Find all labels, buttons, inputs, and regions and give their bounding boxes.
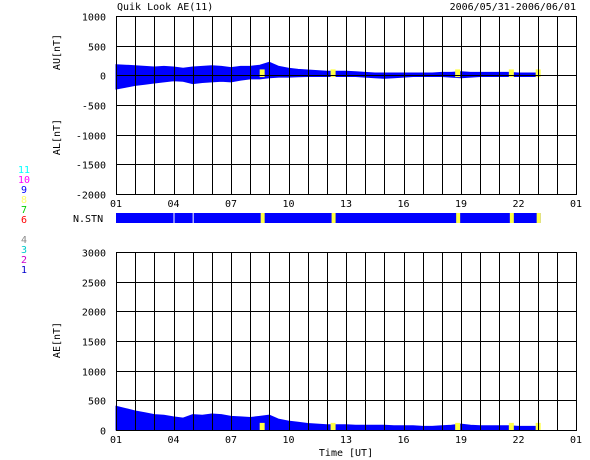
x-tick-label: 04 xyxy=(167,199,179,210)
station-legend-label: 1 xyxy=(21,265,27,276)
y-tick-label: 2000 xyxy=(82,308,106,319)
data-gap-marker xyxy=(508,422,514,430)
station-gap-marker xyxy=(536,213,541,223)
x-tick-label: 16 xyxy=(397,199,409,210)
y-tick-label: 500 xyxy=(88,43,106,54)
station-legend-label: 7 xyxy=(21,205,27,216)
station-legend-label: 11 xyxy=(18,165,30,176)
x-tick-label: 13 xyxy=(340,199,352,210)
y-tick-label: -1500 xyxy=(76,161,106,172)
x-tick-label: 22 xyxy=(512,199,524,210)
station-legend-label: 8 xyxy=(21,195,27,206)
x-tick-label: 04 xyxy=(167,435,179,446)
station-gap-marker xyxy=(509,213,514,223)
y-tick-label: 1500 xyxy=(82,338,106,349)
x-tick-label: 01 xyxy=(110,199,122,210)
x-tick-label: 01 xyxy=(110,435,122,446)
data-gap-marker xyxy=(259,69,265,78)
au-axis-label: AU[nT] xyxy=(52,34,63,70)
au-al-frame xyxy=(116,16,577,195)
x-tick-label: 01 xyxy=(570,435,582,446)
x-tick-label: 10 xyxy=(282,199,294,210)
au-al-panel: 1000 500 0 -500 -1000 -1500 -2000 AU[nT] AL[nT] 0… xyxy=(52,13,582,211)
station-count-divider xyxy=(192,213,194,223)
data-gap-marker xyxy=(455,422,461,430)
x-tick-label: 10 xyxy=(282,435,294,446)
station-axis-label: N.STN xyxy=(73,214,103,225)
y-tick-label: -500 xyxy=(82,102,106,113)
x-tick-label: 13 xyxy=(340,435,352,446)
ae-axis-label: AE[nT] xyxy=(52,322,63,358)
station-legend-label: 3 xyxy=(21,245,27,256)
x-axis-label: Time [UT] xyxy=(319,448,373,459)
station-count-bar xyxy=(116,213,541,223)
station-legend-label: 2 xyxy=(21,255,27,266)
station-count-divider xyxy=(173,213,175,223)
y-tick-label: 1000 xyxy=(82,368,106,379)
y-tick-label: -1000 xyxy=(76,132,106,143)
x-tick-label: 07 xyxy=(225,435,237,446)
ae-panel: 3000 2500 2000 1500 1000 500 0 AE[nT] 01 04 07 10 13… xyxy=(52,249,582,460)
station-gap-marker xyxy=(331,213,336,223)
station-legend-label: 9 xyxy=(21,185,27,196)
x-tick-label: 01 xyxy=(570,199,582,210)
y-tick-label: 2500 xyxy=(82,279,106,290)
y-tick-label: 1000 xyxy=(82,13,106,24)
data-gap-marker xyxy=(455,69,461,78)
data-gap-marker xyxy=(259,422,265,430)
x-tick-label: 22 xyxy=(512,435,524,446)
data-gap-marker xyxy=(330,422,336,430)
ae-data-area xyxy=(115,405,539,431)
y-tick-label: 3000 xyxy=(82,249,106,260)
x-tick-label: 19 xyxy=(455,435,467,446)
station-legend-label: 10 xyxy=(18,175,30,186)
data-gap-marker xyxy=(508,69,514,78)
y-tick-label: 0 xyxy=(100,427,106,438)
x-tick-label: 19 xyxy=(455,199,467,210)
ae-frame xyxy=(116,252,577,431)
y-tick-label: 0 xyxy=(100,72,106,83)
y-tick-label: -2000 xyxy=(76,191,106,202)
x-tick-label: 07 xyxy=(225,199,237,210)
station-count-panel: N.STN xyxy=(73,213,541,225)
y-tick-label: 500 xyxy=(88,397,106,408)
station-legend-label: 6 xyxy=(21,215,27,226)
date-range: 2006/05/31-2006/06/01 xyxy=(450,2,576,13)
x-tick-label: 16 xyxy=(397,435,409,446)
station-gap-marker xyxy=(260,213,265,223)
station-gap-marker xyxy=(456,213,461,223)
station-legend-label: 4 xyxy=(21,235,27,246)
al-axis-label: AL[nT] xyxy=(52,119,63,155)
data-gap-marker xyxy=(330,69,336,78)
station-legend-label: 5 xyxy=(21,225,27,236)
chart-title: Quik Look AE(11) xyxy=(117,2,213,13)
